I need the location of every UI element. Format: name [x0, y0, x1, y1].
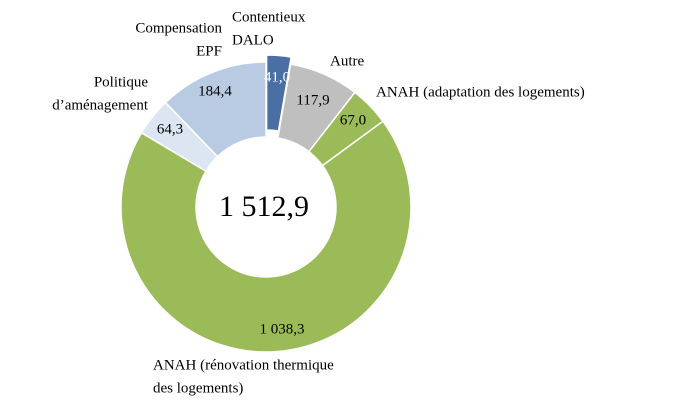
donut-slice — [164, 61, 267, 158]
value-label: 117,9 — [296, 92, 329, 108]
category-label: ANAH (adaptation des logements) — [376, 84, 585, 100]
category-label: Autre — [330, 53, 364, 69]
category-label: DALO — [232, 32, 274, 48]
wedges — [120, 54, 412, 353]
value-label: 64,3 — [157, 121, 183, 137]
category-label: des logements) — [153, 380, 243, 396]
value-label: 184,4 — [198, 83, 232, 99]
value-label: 41,0 — [264, 69, 290, 85]
category-label: ANAH (rénovation thermique — [153, 357, 334, 373]
category-label: Compensation — [135, 20, 222, 36]
value-label: 1 038,3 — [260, 321, 305, 337]
category-label: EPF — [196, 43, 222, 59]
category-label: Politique — [94, 74, 149, 90]
donut-slice — [120, 120, 412, 353]
category-label: Contentieux — [232, 9, 306, 25]
value-label: 67,0 — [340, 112, 366, 128]
category-label: d’aménagement — [52, 97, 149, 113]
total-label: 1 512,9 — [219, 190, 309, 223]
